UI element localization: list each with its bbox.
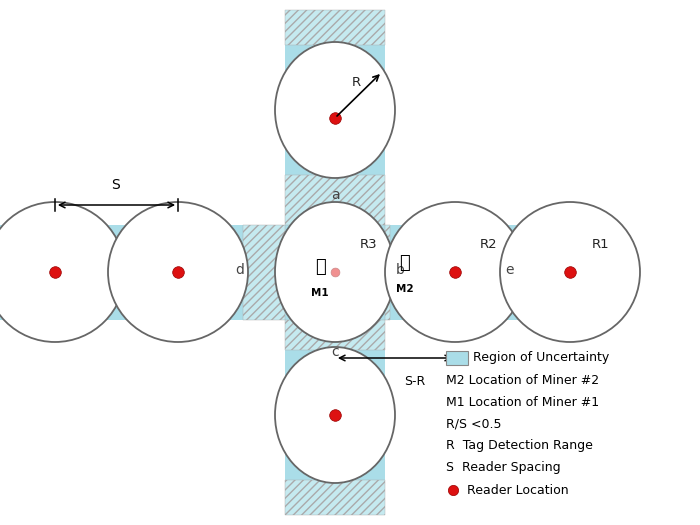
Ellipse shape xyxy=(275,42,395,178)
Ellipse shape xyxy=(275,347,395,483)
Text: M1 Location of Miner #1: M1 Location of Miner #1 xyxy=(446,395,599,408)
Text: 👷: 👷 xyxy=(400,254,410,272)
Text: b: b xyxy=(395,263,405,277)
Bar xyxy=(285,480,385,515)
Text: R3: R3 xyxy=(360,238,377,251)
Text: e: e xyxy=(505,263,514,277)
Bar xyxy=(285,10,385,515)
Text: R  Tag Detection Range: R Tag Detection Range xyxy=(446,439,593,453)
Point xyxy=(449,268,461,276)
Ellipse shape xyxy=(0,202,125,342)
Bar xyxy=(285,480,385,515)
Bar xyxy=(243,225,285,320)
Bar xyxy=(285,175,385,225)
Ellipse shape xyxy=(275,202,395,342)
Point xyxy=(564,268,575,276)
Point xyxy=(172,268,183,276)
Bar xyxy=(0,225,560,320)
Text: S-R: S-R xyxy=(405,375,426,388)
Text: Region of Uncertainty: Region of Uncertainty xyxy=(473,352,609,364)
Bar xyxy=(285,175,385,225)
Text: 👷: 👷 xyxy=(314,258,326,276)
Bar xyxy=(385,225,390,320)
Text: M2: M2 xyxy=(396,284,414,294)
Text: Reader Location: Reader Location xyxy=(467,484,568,497)
Text: c: c xyxy=(331,345,339,359)
Text: R1: R1 xyxy=(592,238,610,251)
Bar xyxy=(385,225,390,320)
Bar xyxy=(285,10,385,45)
Point xyxy=(330,411,341,419)
Bar xyxy=(243,225,285,320)
Text: R2: R2 xyxy=(480,238,498,251)
Text: R/S <0.5: R/S <0.5 xyxy=(446,417,501,430)
Text: a: a xyxy=(330,188,340,202)
Bar xyxy=(285,320,385,350)
Text: M1: M1 xyxy=(312,288,329,298)
Bar xyxy=(446,351,468,365)
Ellipse shape xyxy=(108,202,248,342)
Bar xyxy=(285,320,385,350)
Text: R: R xyxy=(352,77,361,89)
Text: M2 Location of Miner #2: M2 Location of Miner #2 xyxy=(446,373,599,386)
Text: d: d xyxy=(236,263,244,277)
Ellipse shape xyxy=(500,202,640,342)
Ellipse shape xyxy=(385,202,525,342)
Text: S: S xyxy=(111,178,120,192)
Text: S  Reader Spacing: S Reader Spacing xyxy=(446,461,561,475)
Bar xyxy=(285,10,385,45)
Point xyxy=(330,268,341,276)
Point xyxy=(447,486,458,494)
Point xyxy=(330,114,341,122)
Point xyxy=(50,268,61,276)
